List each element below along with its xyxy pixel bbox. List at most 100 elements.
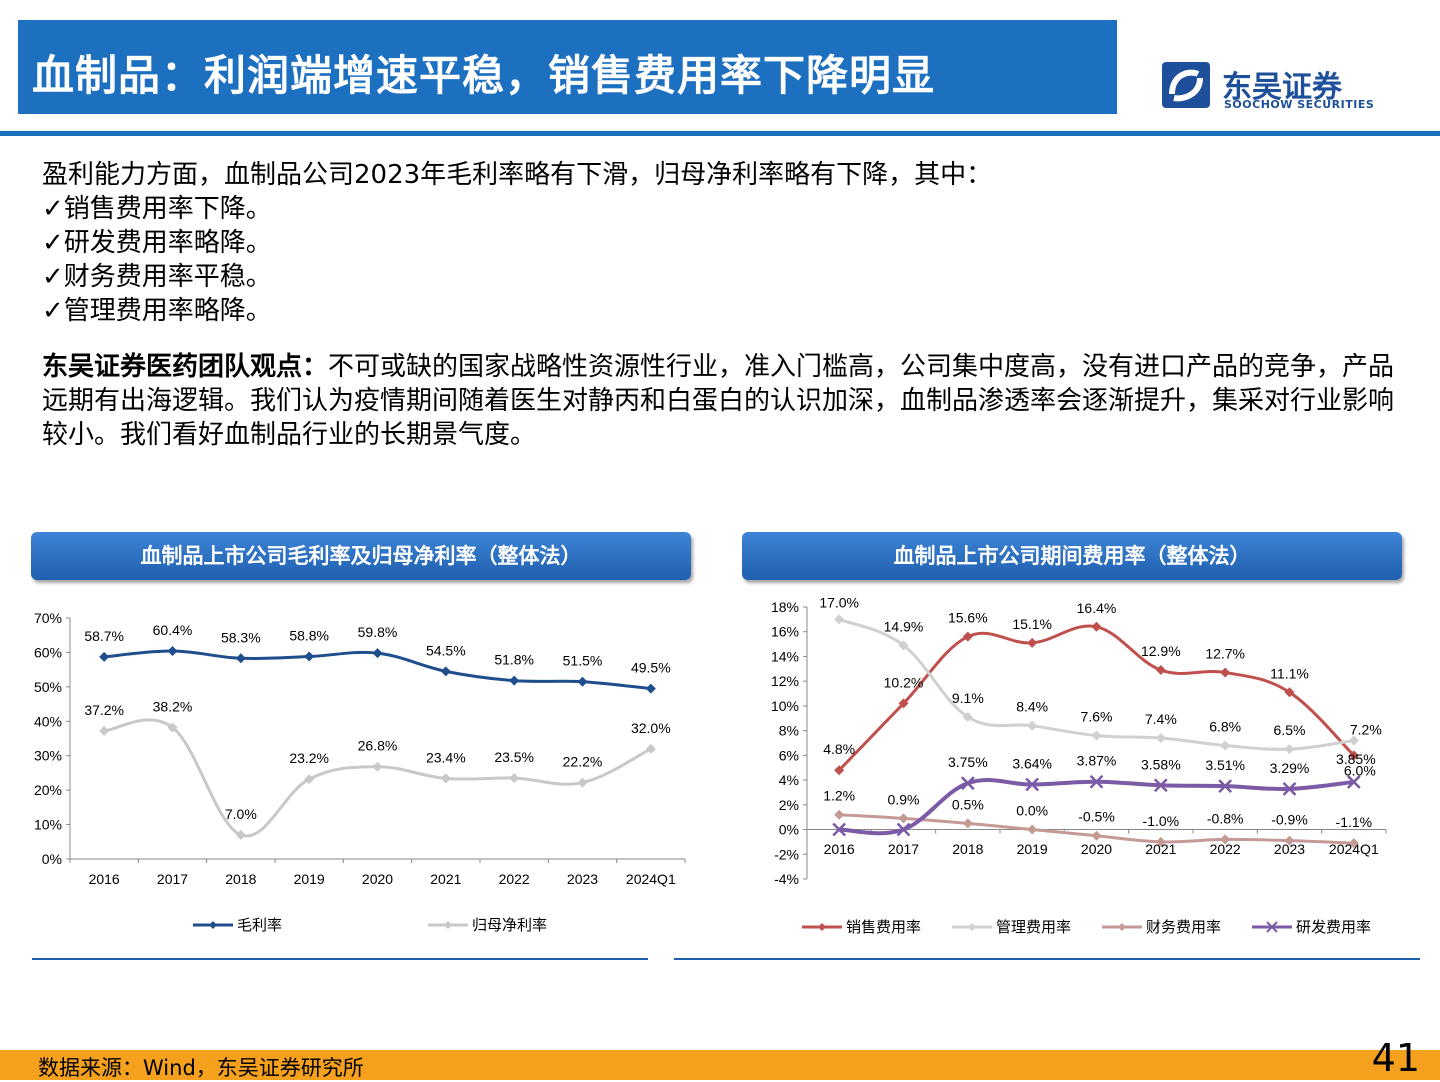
bullet-item: ✓管理费用率略降。 xyxy=(42,296,272,326)
data-label: 23.4% xyxy=(426,749,466,765)
data-label: 3.64% xyxy=(1012,756,1052,772)
y-tick-label: 0% xyxy=(779,822,799,838)
y-tick-label: -2% xyxy=(774,846,799,862)
legend-marker xyxy=(968,923,976,931)
logo-text-cn: 东吴证券 xyxy=(1222,70,1342,105)
data-label: 38.2% xyxy=(153,698,193,714)
data-point xyxy=(645,743,656,754)
view-text: 不可或缺的国家战略性资源性行业，准入门槛高，公司集中度高，没有进口产品的竞争，产… xyxy=(42,352,1395,450)
data-label: 0.9% xyxy=(888,791,920,807)
data-label: 51.5% xyxy=(563,653,603,669)
chart1-divider xyxy=(32,958,648,960)
data-point xyxy=(1091,830,1102,841)
data-point xyxy=(440,773,451,784)
legend-marker xyxy=(1266,921,1278,933)
legend-label: 管理费用率 xyxy=(996,919,1071,936)
legend-label: 归母净利率 xyxy=(472,917,547,934)
y-tick-label: 10% xyxy=(34,817,62,833)
x-tick-label: 2024Q1 xyxy=(626,871,676,887)
intro-text: 盈利能力方面，血制品公司2023年毛利率略有下滑，归母净利率略有下降，其中： xyxy=(42,160,993,190)
y-tick-label: 0% xyxy=(42,851,62,867)
y-tick-label: 10% xyxy=(771,698,799,714)
x-marker xyxy=(896,822,911,837)
view-label: 东吴证券医药团队观点： xyxy=(42,352,329,382)
data-point xyxy=(235,653,246,664)
data-label: 8.4% xyxy=(1016,699,1048,715)
chart2-svg: -4% -2% 0% 2% 4% 6% 8% 10% 12% 14% 16% 18% 2016 2017 2… xyxy=(771,596,1387,936)
legend-marker xyxy=(1118,923,1126,931)
data-label: 49.5% xyxy=(631,660,671,676)
header-divider xyxy=(0,131,1440,136)
data-label: 3.51% xyxy=(1205,757,1245,773)
x-tick-label: 2019 xyxy=(1017,841,1048,857)
x-tick-label: 2022 xyxy=(499,871,530,887)
data-point xyxy=(1155,665,1166,676)
data-label: 23.2% xyxy=(289,750,329,766)
data-point xyxy=(440,666,451,677)
bullet-item: ✓销售费用率下降。 xyxy=(42,194,272,224)
legend-marker xyxy=(818,923,826,931)
chart1-svg: 0% 10% 20% 30% 40% 50% 60% 70% 2016 2017 2018 2019 2… xyxy=(34,610,686,934)
data-label: 12.9% xyxy=(1141,643,1181,659)
data-point xyxy=(1155,836,1166,847)
data-label: 16.4% xyxy=(1077,600,1117,616)
data-point xyxy=(1346,775,1361,789)
x-tick-label: 2016 xyxy=(824,841,855,857)
y-tick-label: 14% xyxy=(771,648,799,664)
y-tick-label: 6% xyxy=(779,747,799,763)
chart2-header: 血制品上市公司期间费用率（整体法） xyxy=(742,532,1402,580)
data-label: 10.2% xyxy=(884,674,924,690)
y-tick-label: 30% xyxy=(34,748,62,764)
data-point xyxy=(834,765,845,776)
data-label: -0.5% xyxy=(1078,809,1115,825)
x-marker xyxy=(1153,778,1168,793)
x-tick-label: 2023 xyxy=(567,871,598,887)
data-point xyxy=(372,761,383,772)
data-point xyxy=(577,777,588,788)
x-tick-label: 2016 xyxy=(89,871,120,887)
data-label: 17.0% xyxy=(819,596,859,610)
data-label: 3.75% xyxy=(948,754,988,770)
data-point xyxy=(960,776,975,791)
data-label: 58.7% xyxy=(84,628,124,644)
data-label: 14.9% xyxy=(884,618,924,634)
data-point xyxy=(1091,730,1102,741)
data-point xyxy=(1348,750,1359,761)
y-tick-label: 2% xyxy=(779,797,799,813)
data-point xyxy=(1220,834,1231,845)
data-point xyxy=(509,773,520,784)
legend-label: 研发费用率 xyxy=(1296,919,1371,936)
data-point xyxy=(304,774,315,785)
data-label: 0.0% xyxy=(1016,803,1048,819)
data-point xyxy=(1284,744,1295,755)
data-label: 7.0% xyxy=(225,806,257,822)
data-point xyxy=(99,725,110,736)
x-tick-label: 2018 xyxy=(952,841,983,857)
y-tick-label: 50% xyxy=(34,679,62,695)
x-tick-label: 2021 xyxy=(1145,841,1176,857)
data-point xyxy=(577,676,588,687)
data-label: 15.6% xyxy=(948,610,988,626)
data-label: 23.5% xyxy=(494,749,534,765)
y-tick-label: 4% xyxy=(779,772,799,788)
x-marker xyxy=(1282,781,1297,796)
data-point xyxy=(645,683,656,694)
data-label: -1.1% xyxy=(1336,814,1373,830)
chart1-title: 血制品上市公司毛利率及归母净利率（整体法） xyxy=(140,544,582,568)
data-label: 60.4% xyxy=(153,622,193,638)
data-label: 3.29% xyxy=(1270,760,1310,776)
data-point xyxy=(1025,777,1040,792)
data-label: 0.5% xyxy=(952,796,984,812)
data-label: 54.5% xyxy=(426,642,466,658)
data-point xyxy=(1284,835,1295,846)
data-point xyxy=(167,646,178,657)
data-label: 12.7% xyxy=(1205,646,1245,662)
x-tick-label: 2018 xyxy=(225,871,256,887)
y-tick-label: 18% xyxy=(771,599,799,615)
x-tick-label: 2020 xyxy=(1081,841,1112,857)
x-tick-label: 2022 xyxy=(1210,841,1241,857)
body-text: 盈利能力方面，血制品公司2023年毛利率略有下滑，归母净利率略有下降，其中： ✓… xyxy=(42,158,1412,452)
data-point xyxy=(896,822,911,837)
x-tick-label: 2017 xyxy=(888,841,919,857)
legend-label: 销售费用率 xyxy=(846,919,921,936)
